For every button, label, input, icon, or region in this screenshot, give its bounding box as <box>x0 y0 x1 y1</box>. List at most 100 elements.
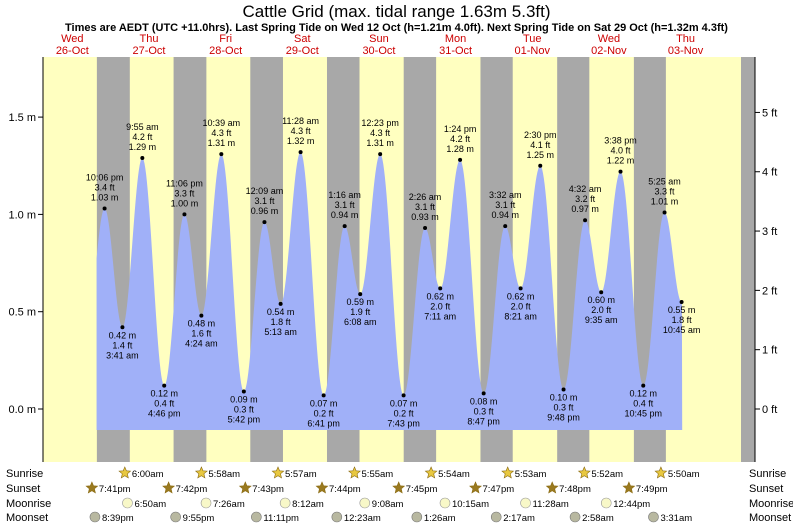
tide-label: 4.1 ft <box>530 140 551 150</box>
tide-point <box>618 169 623 174</box>
tide-point <box>401 393 406 398</box>
tide-label: 0.12 m <box>150 389 178 399</box>
sun-icon <box>194 466 208 479</box>
moon-icon <box>411 511 423 523</box>
tide-label: 1.00 m <box>171 198 199 208</box>
sunrise-time: 5:50am <box>668 469 700 480</box>
y-tick-label-m: 0.0 m <box>8 404 36 416</box>
tide-label: 8:21 am <box>504 311 537 321</box>
tide-label: 0.93 m <box>411 212 439 222</box>
tide-label: 0.48 m <box>188 319 216 329</box>
tide-label: 5:42 pm <box>228 414 261 424</box>
sun-icon <box>424 466 438 479</box>
tide-label: 12:23 pm <box>361 118 399 128</box>
moonset-time: 9:55pm <box>183 513 215 524</box>
tide-label: 4.3 ft <box>370 128 391 138</box>
moon-icon <box>569 511 581 523</box>
sunset-time: 7:47pm <box>482 484 514 495</box>
tide-label: 3.4 ft <box>95 183 116 193</box>
day-label-date: 27-Oct <box>132 45 165 57</box>
moon-icon <box>200 497 212 509</box>
day-label-date: 29-Oct <box>286 45 319 57</box>
sun-icon <box>577 466 591 479</box>
tide-label: 3.1 ft <box>335 200 356 210</box>
y-tick-label-ft: 2 ft <box>762 285 777 297</box>
astro-row-label-left: Moonrise <box>6 498 51 510</box>
moonset-time: 2:17am <box>503 513 535 524</box>
tide-label: 0.54 m <box>267 307 295 317</box>
day-label-date: 30-Oct <box>362 45 395 57</box>
tide-label: 10:39 am <box>203 118 241 128</box>
tide-point <box>423 226 428 231</box>
tide-label: 1.6 ft <box>191 329 212 339</box>
moon-icon <box>331 511 343 523</box>
y-tick-label-ft: 0 ft <box>762 404 777 416</box>
tide-point <box>298 150 303 155</box>
moonset-time: 2:58am <box>582 513 614 524</box>
sun-icon <box>501 466 515 479</box>
tide-label: 0.09 m <box>230 394 258 404</box>
tide-label: 0.60 m <box>587 295 615 305</box>
moonrise-time: 10:15am <box>452 499 489 510</box>
tide-water-series <box>96 152 683 431</box>
moonrise-time: 6:50am <box>134 499 166 510</box>
tide-label: 1.9 ft <box>350 307 371 317</box>
moon-icon <box>359 497 371 509</box>
tide-label: 1.25 m <box>526 150 554 160</box>
tide-label: 1.8 ft <box>672 315 693 325</box>
sunset-time: 7:41pm <box>99 484 131 495</box>
day-label-date: 01-Nov <box>515 45 551 57</box>
day-label-date: 28-Oct <box>209 45 242 57</box>
tide-point <box>102 206 107 211</box>
tide-label: 1.31 m <box>208 138 236 148</box>
tide-label: 3:38 pm <box>604 136 637 146</box>
day-label-date: 31-Oct <box>439 45 472 57</box>
tide-label: 1.8 ft <box>271 317 292 327</box>
tide-label: 1.32 m <box>287 136 315 146</box>
astro-row-label-left: Sunset <box>6 483 40 495</box>
sun-icon <box>545 481 559 494</box>
tide-label: 0.94 m <box>491 210 519 220</box>
moon-icon <box>279 497 291 509</box>
tide-label: 10:45 pm <box>624 409 662 419</box>
moon-icon <box>520 497 531 509</box>
tide-label: 11:06 pm <box>166 178 203 188</box>
astro-row-label-right: Moonset <box>749 512 791 524</box>
tide-label: 3.1 ft <box>495 200 516 210</box>
sunset-time: 7:48pm <box>559 484 591 495</box>
axes: 0.0 m 0.5 m 1.0 m 1.5 m 0 ft 1 ft 2 ft 3 ft 4 ft… <box>8 57 777 462</box>
tide-label: 3:32 am <box>489 190 522 200</box>
tide-label: 1:16 am <box>328 190 361 200</box>
tide-label: 0.4 ft <box>154 399 175 409</box>
y-tick-label-ft: 1 ft <box>762 345 777 357</box>
tide-label: 1.31 m <box>366 138 394 148</box>
tide-label: 0.12 m <box>629 389 657 399</box>
sunset-time: 7:45pm <box>406 484 438 495</box>
tide-label: 3:41 am <box>106 350 139 360</box>
tide-label: 4.3 ft <box>291 126 312 136</box>
tide-label: 0.42 m <box>109 330 137 340</box>
moon-icon <box>170 511 181 523</box>
moon-icon <box>648 511 659 523</box>
y-tick-label-ft: 4 ft <box>762 167 777 179</box>
moon-icon <box>439 497 451 509</box>
day-label-name: Fri <box>219 33 232 45</box>
tide-label: 1.22 m <box>607 156 635 166</box>
day-label-name: Wed <box>61 33 83 45</box>
tide-label: 4.2 ft <box>450 134 471 144</box>
tide-label: 1.28 m <box>446 144 474 154</box>
tide-point <box>599 290 604 295</box>
tide-label: 0.3 ft <box>234 404 255 414</box>
tide-label: 7:11 am <box>424 311 456 321</box>
tide-label: 3.3 ft <box>655 186 676 196</box>
tide-label: 2:30 pm <box>524 130 557 140</box>
tide-point <box>358 292 363 297</box>
tide-label: 0.3 ft <box>474 406 495 416</box>
day-label-name: Sat <box>294 33 311 45</box>
y-tick-label-ft: 5 ft <box>762 107 777 119</box>
sun-icon <box>622 481 636 494</box>
tide-label: 4.0 ft <box>611 146 632 156</box>
tide-point <box>182 212 187 217</box>
tide-point <box>140 155 145 160</box>
astro-row-label-left: Moonset <box>6 512 48 524</box>
